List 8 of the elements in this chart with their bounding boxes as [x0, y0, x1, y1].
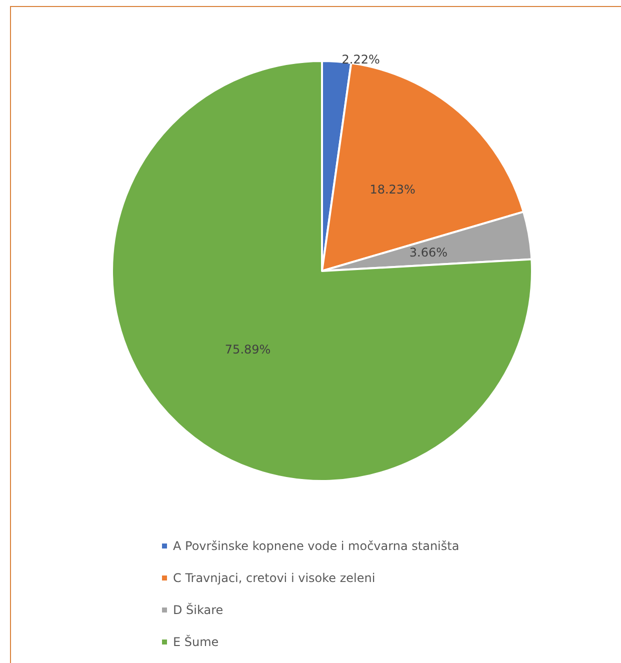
legend-label: C Travnjaci, cretovi i visoke zeleni	[173, 571, 376, 585]
data-label: 3.66%	[409, 246, 448, 260]
legend-label: A Površinske kopnene vode i močvarna staništa	[173, 539, 460, 553]
data-label: 75.89%	[224, 342, 271, 356]
data-label: 18.23%	[370, 182, 416, 196]
legend-label: D Šikare	[173, 602, 224, 617]
legend-label: E Šume	[173, 634, 219, 649]
data-label: 2.22%	[342, 52, 380, 67]
